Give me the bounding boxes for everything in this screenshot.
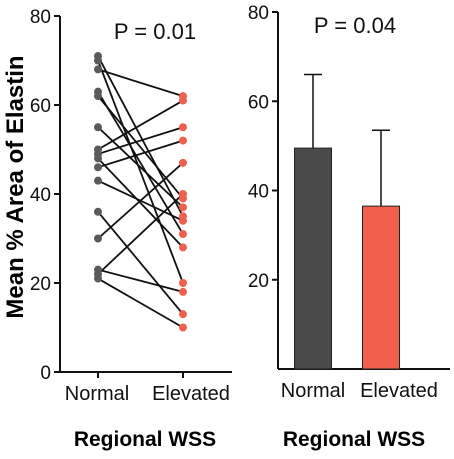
pair-line (97, 126, 184, 155)
elevated-point (179, 190, 187, 198)
elevated-point (179, 310, 187, 319)
left-p-value: P = 0.01 (114, 19, 196, 44)
left-y-tick-label: 20 (30, 274, 51, 295)
normal-point (94, 234, 102, 243)
normal-point (94, 163, 102, 172)
left-y-tick-label: 80 (30, 7, 51, 28)
elevated-point (179, 323, 187, 332)
pair-line (97, 139, 184, 169)
elevated-point (179, 123, 187, 132)
paired-plot-panel: P = 0.01 Normal Elevated Regional WSS 0 2… (30, 7, 232, 451)
elevated-point (179, 230, 187, 239)
right-y-tick-label: 80 (248, 3, 269, 24)
bar-chart-panel: P = 0.04 Normal Elevated Regional WSS 20… (248, 3, 450, 451)
pair-line (97, 91, 184, 235)
right-y-tick-label: 60 (248, 92, 269, 113)
normal-point (94, 92, 102, 101)
elevated-point (179, 216, 187, 225)
left-y-tick-label: 60 (30, 96, 51, 117)
bar-elevated (362, 205, 400, 370)
normal-point (94, 274, 102, 283)
elevated-point (179, 287, 187, 296)
elevated-point (179, 136, 187, 145)
normal-point (94, 56, 102, 65)
elevated-point (179, 203, 187, 212)
pair-line (97, 193, 184, 275)
elevated-point (179, 158, 187, 167)
right-x-category-elevated: Elevated (360, 380, 438, 402)
normal-point (94, 154, 102, 163)
left-x-category-normal: Normal (65, 383, 129, 405)
pair-line (97, 162, 184, 240)
left-x-axis-title: Regional WSS (74, 428, 216, 451)
y-axis-title: Mean % Area of Elastin (2, 55, 29, 318)
normal-point (94, 65, 102, 74)
left-y-tick-label: 0 (40, 363, 51, 384)
normal-point (94, 176, 102, 185)
pair-line (97, 99, 184, 151)
pair-line (97, 211, 184, 315)
pair-line (97, 277, 184, 329)
pair-line (97, 55, 184, 217)
right-x-axis-title: Regional WSS (283, 428, 425, 451)
pair-line (97, 268, 184, 293)
elevated-point (179, 279, 187, 287)
bar-normal (294, 147, 332, 370)
pair-line (97, 157, 184, 249)
left-y-tick-label: 40 (30, 185, 51, 206)
left-x-category-elevated: Elevated (152, 383, 230, 405)
normal-point (94, 123, 102, 132)
pair-line (97, 126, 184, 209)
pair-line (97, 95, 184, 200)
pair-line (97, 60, 184, 284)
elevated-point (179, 96, 187, 105)
right-y-tick-label: 20 (248, 271, 269, 292)
right-y-tick-label: 40 (248, 182, 269, 203)
normal-point (94, 207, 102, 216)
elevated-point (179, 243, 187, 252)
pair-line (97, 68, 184, 97)
right-p-value: P = 0.04 (314, 13, 396, 38)
right-x-category-normal: Normal (281, 380, 345, 402)
